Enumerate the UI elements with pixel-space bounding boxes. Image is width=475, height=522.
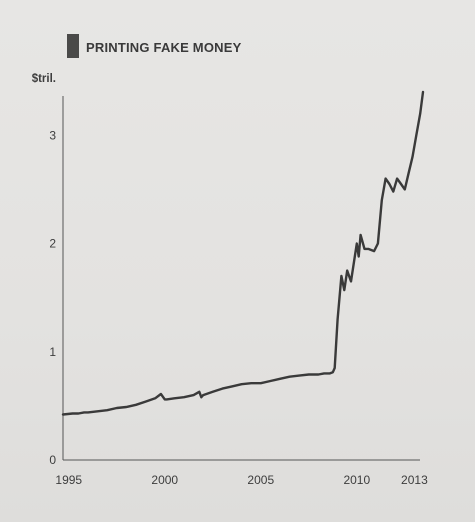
x-tick-label: 2010 (343, 473, 370, 487)
y-tick-label: 2 (49, 237, 56, 251)
x-tick-label: 1995 (55, 473, 82, 487)
y-tick-label: 3 (49, 128, 56, 142)
y-tick-label: 1 (49, 345, 56, 359)
title-marker-bar (67, 34, 79, 58)
chart-tick-labels: $tril. 0 1 2 3 1995 2000 2005 2010 2013 (32, 73, 428, 487)
chart-plot-area (61, 90, 425, 416)
y-unit-label: $tril. (32, 73, 56, 85)
x-tick-label: 2000 (151, 473, 178, 487)
y-tick-label: 0 (49, 453, 56, 467)
chart-axes (62, 96, 420, 461)
x-tick-label: 2005 (247, 473, 274, 487)
x-tick-label: 2013 (401, 473, 428, 487)
series-line (61, 90, 425, 416)
chart-title: PRINTING FAKE MONEY (86, 40, 242, 55)
